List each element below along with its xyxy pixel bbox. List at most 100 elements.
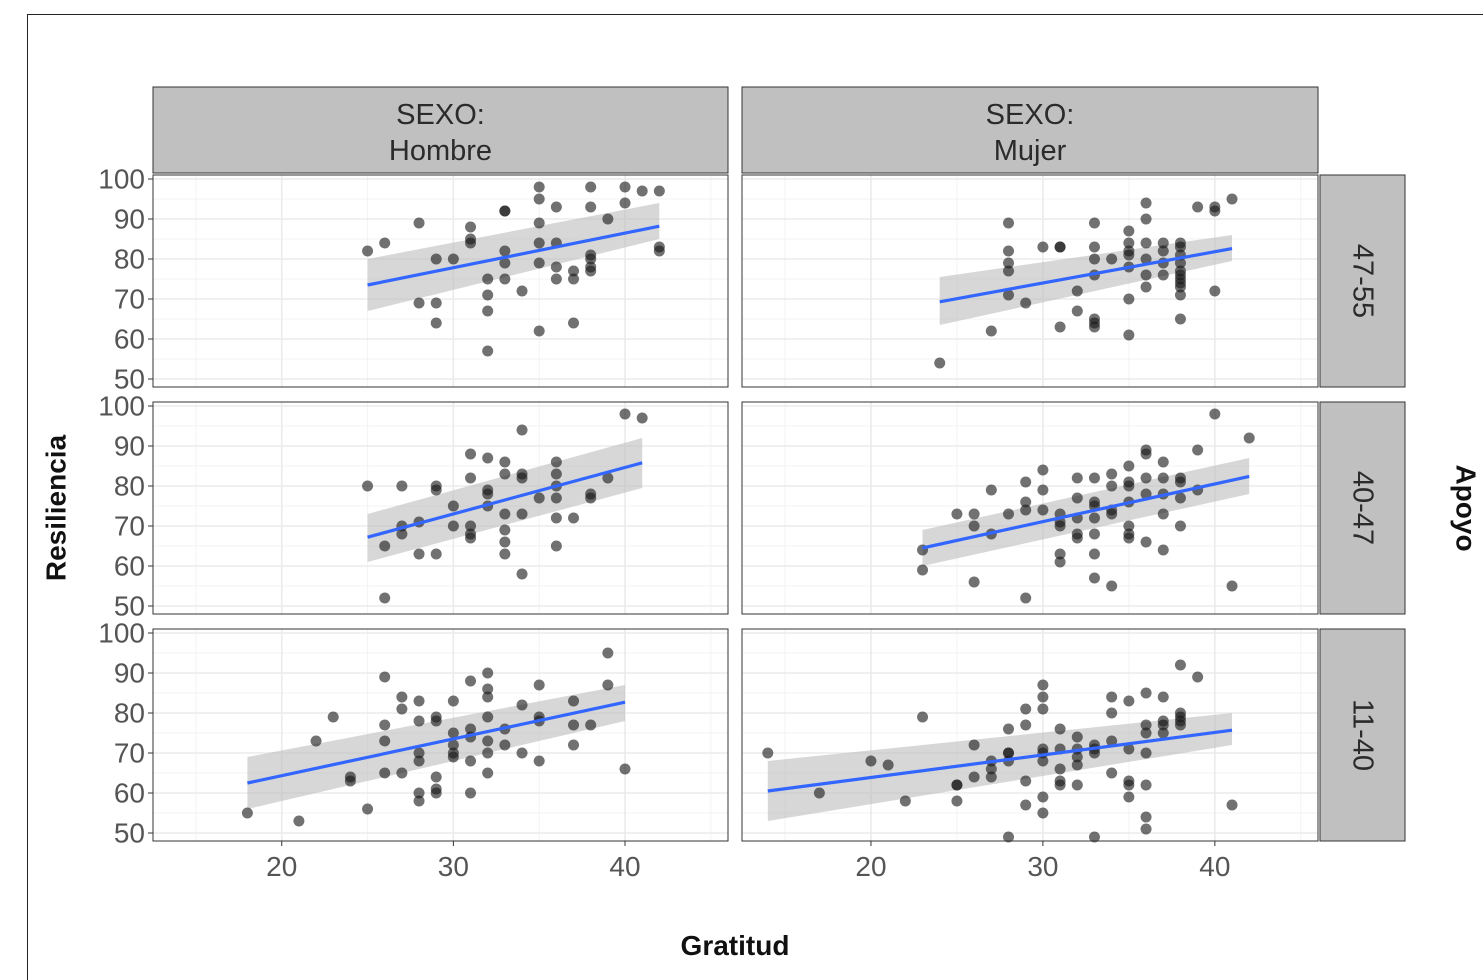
data-point [430,253,442,265]
data-point [1037,703,1049,715]
data-point [1140,213,1152,225]
data-point [568,695,580,707]
data-point [430,484,442,496]
y-tick-label: 90 [114,431,145,462]
data-point [1020,799,1032,811]
data-point [465,755,477,767]
data-point [1174,520,1186,532]
facet-strip-label-line1: SEXO: [396,99,485,131]
data-point [1106,253,1118,265]
regression-line [922,474,1250,550]
y-tick-label: 100 [98,391,145,422]
data-point [1054,556,1066,568]
data-point [1106,468,1118,480]
data-point [396,480,408,492]
data-point [985,763,997,775]
data-point [1140,281,1152,293]
data-point [533,181,545,193]
data-point [1088,528,1100,540]
data-point [430,297,442,309]
data-point [533,492,545,504]
data-point [482,273,494,285]
data-point [899,795,911,807]
data-point [653,245,665,257]
data-point [619,408,631,420]
data-point [1037,691,1049,703]
data-point [917,711,929,723]
data-point [1020,476,1032,488]
data-point [1088,472,1100,484]
data-point [619,197,631,209]
data-point [985,325,997,337]
facet-strip-row-label: 11-40 [1347,699,1379,771]
data-point [968,508,980,520]
data-point [1140,727,1152,739]
data-point [396,767,408,779]
data-point [1140,448,1152,460]
data-point [447,500,459,512]
data-point [1003,747,1015,759]
data-point [1003,257,1015,269]
data-point [951,779,963,791]
data-point [1054,548,1066,560]
data-point [653,185,665,197]
data-point [1003,508,1015,520]
data-point [499,548,511,560]
data-point [482,711,494,723]
data-point [1140,811,1152,823]
data-point [1157,237,1169,249]
data-point [516,424,528,436]
data-point [1020,496,1032,508]
data-point [865,755,877,767]
data-point [1209,285,1221,297]
data-point [1174,476,1186,488]
data-point [1174,289,1186,301]
y-tick-label: 100 [98,618,145,649]
data-point [499,739,511,751]
data-point [413,787,425,799]
data-point [1088,241,1100,253]
y-tick-label: 70 [114,511,145,542]
data-point [1123,743,1135,755]
panel-border [152,401,729,615]
data-point [1088,747,1100,759]
data-point [1071,285,1083,297]
data-point [482,747,494,759]
data-point [1054,520,1066,532]
data-point [465,520,477,532]
data-point [1003,265,1015,277]
data-point [1123,249,1135,261]
facet-strip-label-line2: Hombre [389,135,492,167]
data-point [985,484,997,496]
data-point [1088,831,1100,843]
data-point [1054,723,1066,735]
data-point [1174,492,1186,504]
data-point [499,468,511,480]
data-point [430,715,442,727]
data-point [1054,779,1066,791]
data-point [1037,755,1049,767]
data-point [550,261,562,273]
y-tick-label: 100 [98,164,145,195]
data-point [1123,225,1135,237]
data-point [550,492,562,504]
facet-strip-row [1319,628,1406,842]
data-point [465,723,477,735]
data-point [602,679,614,691]
data-point [396,528,408,540]
data-point [1037,504,1049,516]
data-point [1140,536,1152,548]
data-point [985,771,997,783]
data-point [516,699,528,711]
data-point [533,325,545,337]
data-point [1174,719,1186,731]
data-point [585,201,597,213]
data-point [1020,504,1032,516]
x-tick-label: 40 [609,851,640,882]
data-point [465,448,477,460]
data-point [568,273,580,285]
x-tick-label: 40 [1199,851,1230,882]
data-point [550,201,562,213]
data-point [1140,747,1152,759]
data-point [1037,679,1049,691]
